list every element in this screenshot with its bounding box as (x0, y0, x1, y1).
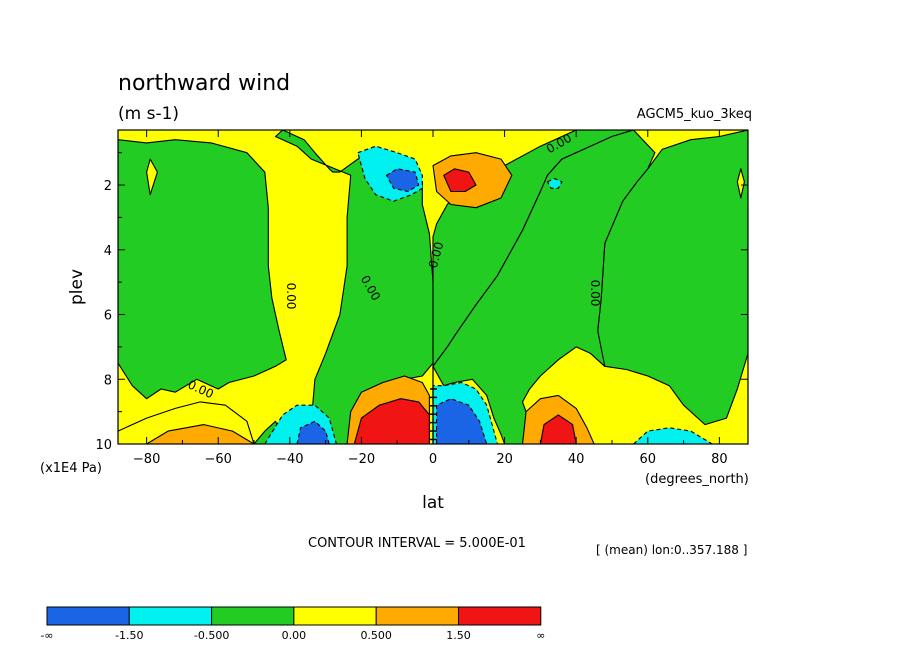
colorbar-swatch (128, 606, 213, 626)
positive-wind-region (443, 168, 477, 193)
y-tick-label: 2 (104, 179, 112, 194)
y-tick-label: 4 (104, 244, 112, 259)
y-axis-label: plev (67, 269, 87, 305)
y-tick-label: 10 (95, 438, 112, 453)
colorbar-swatch (375, 606, 460, 626)
x-tick-label: −20 (348, 452, 375, 467)
negative-wind-region (632, 427, 713, 444)
x-tick-label: 80 (711, 452, 728, 467)
y-tick-label: 8 (104, 373, 112, 388)
x-axis-label: lat (422, 493, 444, 513)
chart-units: (m s-1) (118, 104, 179, 124)
zero-contour-label: 0.00 (588, 280, 602, 307)
chart-title: northward wind (118, 71, 290, 96)
x-tick-label: 60 (639, 452, 656, 467)
colorbar-label: -1.50 (115, 629, 143, 642)
positive-wind-region (353, 398, 430, 444)
x-tick-label: −80 (133, 452, 160, 467)
mean-text: [ (mean) lon:0..357.188 ] (596, 543, 747, 557)
positive-wind-region (736, 168, 745, 199)
colorbar-label: ∞ (536, 629, 545, 642)
y-units-label: (x1E4 Pa) (40, 461, 102, 476)
y-tick-label: 6 (104, 309, 112, 324)
negative-wind-region (432, 130, 656, 444)
negative-wind-region (118, 139, 287, 400)
colorbar-swatch (211, 606, 295, 626)
negative-wind-region (385, 168, 420, 193)
colorbar-swatch (293, 606, 377, 626)
colorbar-swatch (458, 606, 542, 626)
colorbar-label: 0.00 (282, 629, 307, 642)
axes: −80 −60 −40 −20 0 20 40 60 80 2 4 6 8 10 (95, 130, 748, 467)
negative-wind-region (546, 178, 563, 189)
colorbar-swatch (46, 606, 130, 626)
colorbar-label: -0.500 (194, 629, 229, 642)
colorbar-label: 0.500 (360, 629, 392, 642)
contour-fill-regions (118, 130, 748, 444)
x-tick-label: 40 (568, 452, 585, 467)
zero-contour-label: 0.00 (426, 240, 446, 269)
colorbar-label: -∞ (40, 629, 53, 642)
x-tick-label: 0 (429, 452, 437, 467)
zero-contour-label: 0.00 (284, 283, 298, 310)
negative-wind-region (296, 420, 330, 444)
positive-wind-region (146, 424, 255, 444)
contour-interval-text: CONTOUR INTERVAL = 5.000E-01 (308, 536, 526, 551)
positive-wind-region (539, 414, 577, 444)
colorbar: -∞ -1.50 -0.500 0.00 0.500 1.50 ∞ (40, 606, 545, 642)
x-tick-label: −40 (276, 452, 303, 467)
positive-wind-region (146, 158, 158, 196)
x-units-label: (degrees_north) (645, 472, 749, 487)
colorbar-label: 1.50 (446, 629, 471, 642)
model-label: AGCM5_kuo_3keq (637, 107, 752, 122)
x-tick-label: 20 (496, 452, 513, 467)
x-tick-label: −60 (205, 452, 232, 467)
